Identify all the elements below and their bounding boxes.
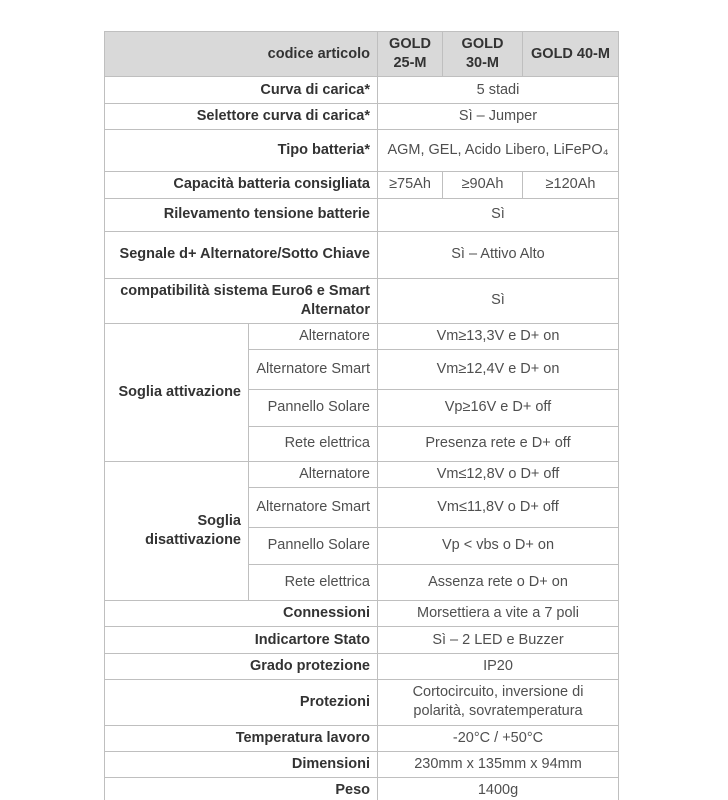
condition-value: Vm≤11,8V o D+ off: [377, 487, 619, 528]
row-attivazione-rete-elettrica: Rete elettrica Presenza rete e D+ off: [105, 425, 619, 462]
row-value: 5 stadi: [377, 76, 619, 105]
capacity-value-25m: ≥75Ah: [377, 171, 443, 199]
row-label: Selettore curva di carica*: [104, 103, 378, 131]
row-value: Sì: [377, 277, 619, 324]
condition-label: Pannello Solare: [248, 527, 378, 565]
condition-value: Vp≥16V e D+ off: [377, 388, 619, 427]
row-compatibilita-euro6: compatibilità sistema Euro6 e Smart Alte…: [104, 277, 619, 324]
row-value: -20°C / +50°C: [377, 724, 619, 752]
condition-value: Vp < vbs o D+ on: [377, 527, 619, 565]
row-protezioni: Protezioni Cortocircuito, inversione di …: [104, 679, 619, 726]
row-capacita-batteria: Capacità batteria consigliata ≥75Ah ≥90A…: [104, 171, 619, 199]
header-row: codice articolo GOLD 25-M GOLD 30-M GOLD…: [104, 30, 619, 78]
row-connessioni: Connessioni Morsettiera a vite a 7 poli: [104, 599, 619, 628]
row-value: AGM, GEL, Acido Libero, LiFePO₄: [377, 129, 619, 173]
header-model-gold-25m: GOLD 25-M: [377, 30, 443, 78]
row-value: Sì – 2 LED e Buzzer: [377, 626, 619, 655]
row-value: IP20: [377, 653, 619, 681]
header-codice-articolo: codice articolo: [104, 30, 378, 78]
row-disattivazione-alternatore: Soglia disattivazione Alternatore Vm≤12,…: [104, 460, 619, 602]
condition-label: Rete elettrica: [248, 425, 378, 462]
row-label: Grado protezione: [104, 653, 378, 681]
row-value: 1400g: [377, 776, 619, 800]
row-dimensioni: Dimensioni 230mm x 135mm x 94mm: [104, 750, 619, 778]
header-model-gold-30m: GOLD 30-M: [442, 30, 523, 78]
condition-label: Alternatore Smart: [248, 348, 378, 390]
row-tipo-batteria: Tipo batteria* AGM, GEL, Acido Libero, L…: [104, 129, 619, 173]
row-label: Connessioni: [104, 599, 378, 628]
condition-label: Rete elettrica: [248, 564, 378, 601]
row-label: Segnale d+ Alternatore/Sotto Chiave: [104, 230, 378, 279]
row-label: Tipo batteria*: [104, 129, 378, 173]
row-attivazione-pannello-solare: Pannello Solare Vp≥16V e D+ off: [105, 388, 619, 427]
spec-table: codice articolo GOLD 25-M GOLD 30-M GOLD…: [104, 30, 619, 800]
row-value: Sì – Attivo Alto: [377, 230, 619, 279]
row-value: Sì – Jumper: [377, 103, 619, 131]
condition-value: Assenza rete o D+ on: [377, 564, 619, 601]
row-peso: Peso 1400g: [104, 776, 619, 800]
row-segnale-d-plus: Segnale d+ Alternatore/Sotto Chiave Sì –…: [104, 230, 619, 279]
row-label: Indicartore Stato: [104, 626, 378, 655]
capacity-value-30m: ≥90Ah: [442, 171, 523, 199]
group-label-soglia-attivazione: Soglia attivazione: [104, 322, 249, 462]
row-label: Capacità batteria consigliata: [104, 171, 378, 199]
row-rilevamento-tensione: Rilevamento tensione batterie Sì: [104, 197, 619, 232]
row-curva-di-carica: Curva di carica* 5 stadi: [104, 76, 619, 105]
row-value: 230mm x 135mm x 94mm: [377, 750, 619, 778]
condition-label: Pannello Solare: [248, 388, 378, 427]
row-attivazione-alternatore: Soglia attivazione Alternatore Vm≥13,3V …: [104, 322, 619, 462]
row-value: Sì: [377, 197, 619, 232]
condition-label: Alternatore Smart: [248, 487, 378, 528]
row-temperatura-lavoro: Temperatura lavoro -20°C / +50°C: [104, 724, 619, 752]
row-label: compatibilità sistema Euro6 e Smart Alte…: [104, 277, 378, 324]
row-grado-protezione: Grado protezione IP20: [104, 653, 619, 681]
row-label: Curva di carica*: [104, 76, 378, 105]
capacity-value-40m: ≥120Ah: [522, 171, 619, 199]
row-label: Peso: [104, 776, 378, 800]
row-label: Dimensioni: [104, 750, 378, 778]
row-selettore-curva: Selettore curva di carica* Sì – Jumper: [104, 103, 619, 131]
row-disattivazione-rete-elettrica: Rete elettrica Assenza rete o D+ on: [105, 564, 619, 601]
row-label: Temperatura lavoro: [104, 724, 378, 752]
header-model-gold-40m: GOLD 40-M: [522, 30, 619, 78]
condition-value: Vm≥13,3V e D+ on: [377, 322, 619, 350]
condition-value: Vm≥12,4V e D+ on: [377, 348, 619, 390]
row-attivazione-alternatore-smart: Alternatore Smart Vm≥12,4V e D+ on: [105, 348, 619, 390]
row-disattivazione-pannello-solare: Pannello Solare Vp < vbs o D+ on: [105, 527, 619, 565]
row-label: Rilevamento tensione batterie: [104, 197, 378, 232]
condition-label: Alternatore: [248, 322, 378, 350]
row-value: Morsettiera a vite a 7 poli: [377, 599, 619, 628]
condition-value: Vm≤12,8V o D+ off: [377, 460, 619, 489]
group-label-soglia-disattivazione: Soglia disattivazione: [104, 460, 249, 602]
row-indicatore-stato: Indicartore Stato Sì – 2 LED e Buzzer: [104, 626, 619, 655]
row-disattivazione-alternatore-smart: Alternatore Smart Vm≤11,8V o D+ off: [105, 487, 619, 528]
row-value: Cortocircuito, inversione di polarità, s…: [377, 679, 619, 726]
condition-label: Alternatore: [248, 460, 378, 489]
row-label: Protezioni: [104, 679, 378, 726]
condition-value: Presenza rete e D+ off: [377, 425, 619, 462]
